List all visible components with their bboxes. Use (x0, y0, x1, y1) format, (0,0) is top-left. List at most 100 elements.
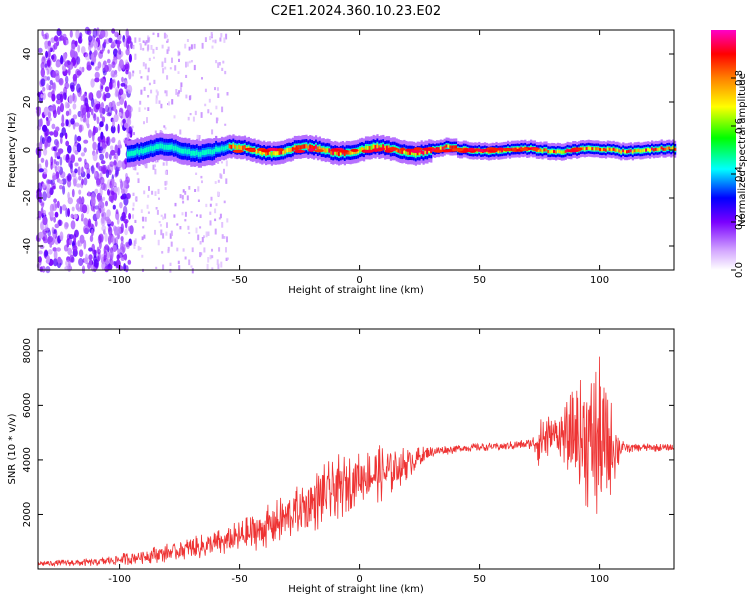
faint-noise (132, 70, 135, 74)
faint-noise (210, 196, 213, 201)
noise-blob (104, 233, 108, 242)
signal-cell (359, 147, 362, 153)
faint-noise (192, 116, 195, 122)
noise-blob (42, 183, 46, 189)
noise-blob (101, 142, 106, 149)
faint-noise (184, 43, 187, 49)
signal-cell (128, 151, 131, 157)
faint-noise (162, 68, 165, 74)
signal-cell (217, 147, 220, 152)
hot-spot (232, 149, 244, 153)
faint-noise (211, 45, 214, 49)
faint-noise (144, 41, 147, 46)
noise-blob (36, 106, 41, 116)
faint-noise (147, 95, 150, 98)
signal-cell (147, 146, 151, 152)
noise-blob (44, 250, 49, 257)
signal-cell (674, 147, 677, 151)
signal-cell (315, 144, 318, 149)
faint-noise (166, 35, 168, 38)
faint-noise (179, 226, 182, 230)
noise-blob (125, 48, 130, 56)
signal-cell (635, 149, 638, 153)
noise-blob (66, 175, 70, 182)
noise-blob (123, 218, 129, 224)
faint-noise (142, 216, 145, 222)
noise-blob (64, 266, 70, 271)
signal-cell (195, 150, 199, 156)
noise-blob (52, 232, 56, 239)
noise-blob (65, 132, 68, 140)
faint-noise (166, 75, 169, 80)
noise-blob (83, 177, 88, 186)
noise-blob (111, 136, 116, 144)
signal-cell (672, 146, 675, 150)
spectrogram-y-ticks: -40 -20 0 20 40 (22, 48, 674, 254)
faint-noise (215, 105, 218, 110)
noise-blob (99, 106, 103, 114)
noise-blob (118, 59, 124, 69)
signal-cell (397, 148, 400, 153)
signal-cell (155, 144, 158, 149)
faint-noise (161, 251, 164, 254)
hot-spot (483, 148, 488, 152)
noise-blob (94, 219, 98, 227)
signal-cell (144, 147, 147, 153)
spectrogram-panel: -100 -50 0 50 100 -40 -20 0 20 40 Height of stra… (7, 26, 677, 296)
signal-cell (207, 149, 210, 155)
signal-cell (603, 147, 606, 152)
faint-noise (221, 106, 224, 113)
faint-noise (209, 220, 212, 226)
signal-cell (424, 149, 427, 155)
noise-blob (81, 204, 88, 214)
faint-noise (185, 74, 188, 78)
noise-blob (120, 180, 123, 190)
faint-noise (162, 162, 165, 166)
faint-noise (197, 234, 200, 241)
faint-noise (153, 56, 155, 59)
noise-blob (50, 210, 54, 218)
faint-noise (158, 221, 161, 224)
noise-blob (116, 101, 121, 107)
signal-cell (334, 150, 337, 155)
faint-noise (214, 181, 217, 184)
signal-cell (589, 146, 592, 151)
faint-noise (155, 95, 158, 101)
signal-cell (626, 150, 629, 154)
faint-noise (140, 209, 143, 213)
faint-noise (209, 36, 212, 41)
noise-blob (81, 213, 84, 220)
noise-blob (100, 113, 103, 119)
noise-blob (51, 226, 54, 234)
faint-noise (164, 90, 167, 94)
faint-noise (182, 200, 185, 204)
faint-noise (189, 113, 192, 116)
noise-blob (110, 125, 116, 134)
noise-blob (49, 131, 54, 136)
noise-blob (86, 64, 92, 71)
noise-blob (122, 205, 128, 216)
faint-noise (200, 252, 203, 256)
faint-noise (220, 174, 223, 179)
faint-noise (142, 40, 145, 43)
signal-cell (407, 150, 410, 156)
hot-spot (330, 148, 341, 152)
noise-blob (67, 145, 72, 154)
faint-noise (197, 186, 200, 192)
faint-noise (219, 213, 222, 219)
noise-blob (97, 234, 102, 244)
noise-blob (91, 228, 94, 237)
noise-blob (105, 38, 110, 45)
x-tick-label: -50 (231, 574, 247, 585)
faint-noise (193, 64, 196, 71)
noise-blob (62, 65, 66, 72)
colorbar-label: Normalized spectral amplitude (737, 73, 748, 227)
noise-blob (120, 195, 125, 200)
faint-noise (223, 37, 226, 43)
faint-noise (170, 241, 173, 247)
signal-cell (203, 150, 206, 156)
faint-noise (134, 219, 137, 223)
signal-cell (364, 145, 368, 151)
signal-cell (416, 150, 419, 156)
noise-blob (90, 196, 96, 207)
